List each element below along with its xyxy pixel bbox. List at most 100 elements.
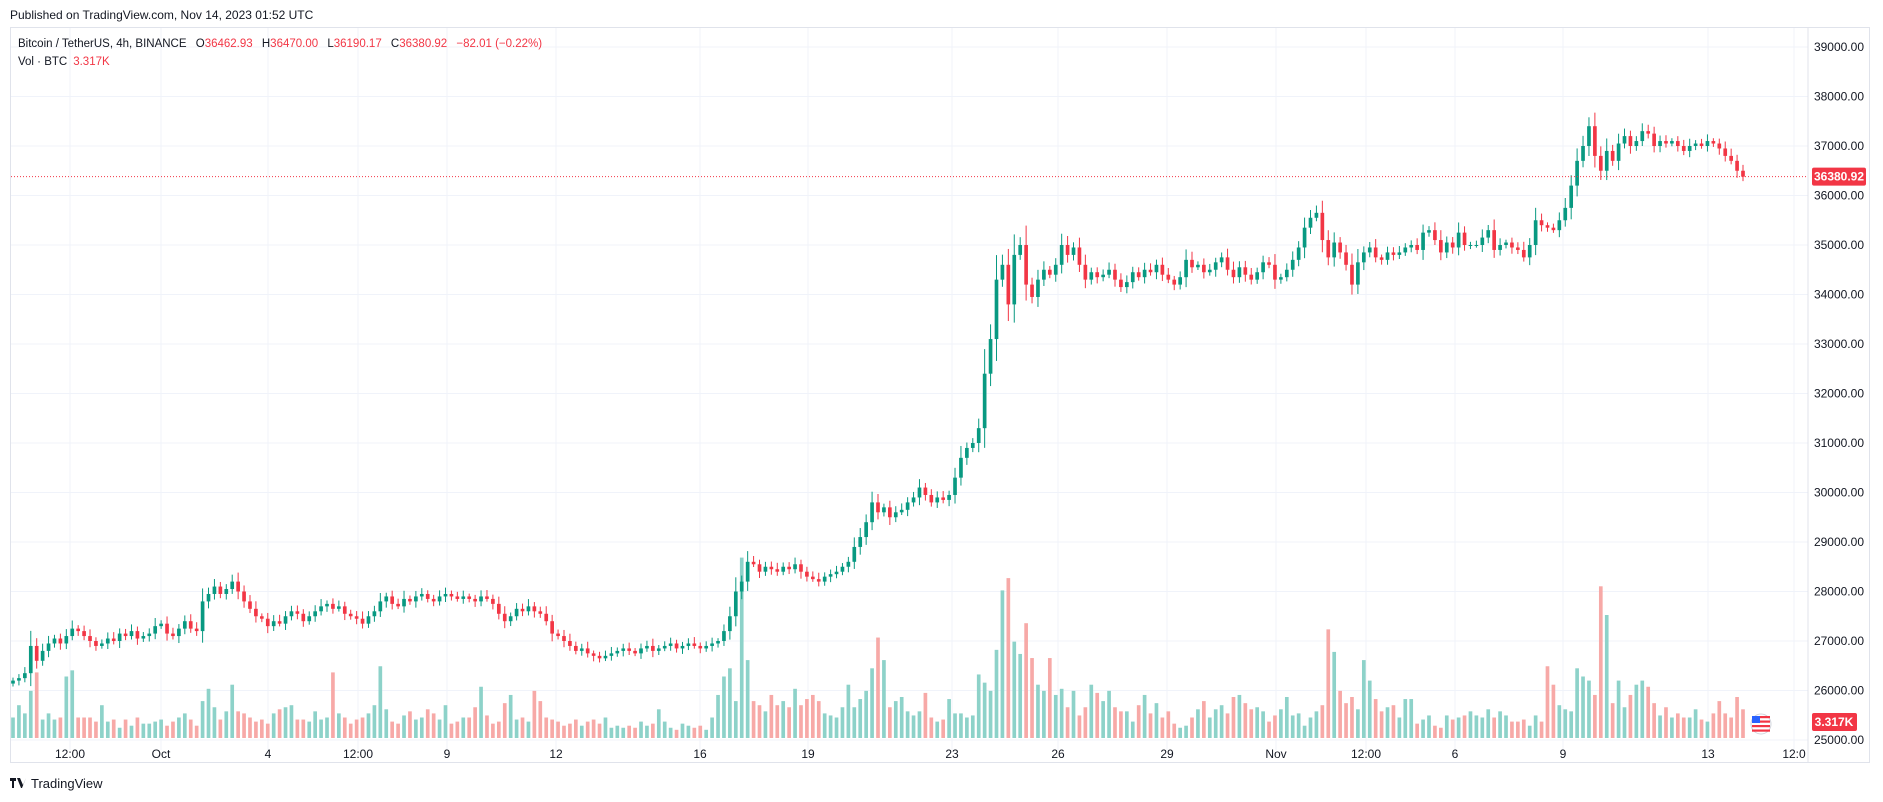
volume-bar [1628, 694, 1633, 738]
volume-bar [745, 660, 750, 738]
y-tick-label: 34000.00 [1814, 288, 1864, 302]
volume-bar [218, 719, 223, 738]
y-tick-label: 32000.00 [1814, 387, 1864, 401]
volume-bar [1581, 676, 1585, 738]
volume-bar [876, 637, 880, 738]
volume-bar [485, 715, 489, 738]
volume-bar [1356, 709, 1360, 738]
candle-body [129, 631, 134, 637]
candle-body [331, 603, 335, 609]
volume-bar [1290, 715, 1295, 738]
candle-body [704, 645, 709, 649]
candle-body [1172, 279, 1177, 285]
low-label: L [327, 38, 334, 50]
volume-bar [757, 705, 762, 738]
candle-body [212, 586, 217, 594]
volume-bar [1059, 688, 1064, 738]
volume-bar [82, 717, 86, 738]
candle-body [1444, 242, 1449, 253]
candle-body [1130, 272, 1135, 283]
volume-bar [301, 719, 306, 738]
volume-bar [639, 721, 643, 738]
volume-bar [828, 715, 833, 738]
candle-body [419, 593, 424, 597]
low-value: 36190.17 [333, 38, 382, 50]
y-tick-label: 29000.00 [1814, 535, 1864, 549]
volume-bar [319, 719, 323, 738]
candle-body [941, 497, 946, 500]
volume-bar [94, 721, 98, 738]
volume-bar [1385, 707, 1390, 738]
candle-body [627, 648, 632, 651]
candle-body [1166, 274, 1171, 280]
candle-body [1373, 247, 1378, 258]
candle-body [70, 628, 75, 637]
candle-body [502, 613, 507, 622]
volume-bar [153, 721, 158, 738]
volume-bar [1089, 684, 1094, 738]
candle-body [147, 633, 152, 637]
volume-bar [1113, 707, 1117, 738]
candle-body [64, 636, 69, 644]
candle-body [816, 579, 821, 582]
candle-body [751, 561, 756, 565]
volume-bar [342, 717, 347, 738]
candle-body [325, 603, 329, 607]
volume-bar [1699, 719, 1704, 738]
candle-body [1397, 252, 1402, 255]
candle-body [34, 645, 39, 661]
volume-bar [1598, 586, 1603, 738]
candle-body [23, 673, 27, 679]
x-tick-label: 13 [1701, 747, 1715, 761]
volume-bar [834, 717, 839, 738]
grid-lines [11, 28, 1808, 750]
candle-body [1273, 264, 1277, 280]
volume-bar [1196, 709, 1200, 738]
candle-body [615, 650, 620, 654]
candle-body [473, 598, 477, 602]
volume-bar [325, 717, 329, 738]
candle-body [834, 571, 839, 575]
volume-bar [1450, 719, 1455, 738]
candle-body [1320, 212, 1325, 241]
volume-bar [1213, 709, 1218, 738]
candle-body [905, 502, 910, 510]
candle-body [1030, 284, 1034, 297]
volume-bar [259, 719, 264, 738]
volume-bar [1225, 713, 1230, 738]
candle-body [911, 497, 916, 503]
candle-body [437, 596, 442, 602]
candle-body [1628, 136, 1633, 146]
volume-bar [562, 725, 566, 738]
volume-bar [574, 719, 578, 738]
candle-body [994, 279, 999, 340]
candle-body [348, 613, 353, 617]
candle-body [1504, 242, 1508, 245]
candle-body [1468, 245, 1473, 246]
candle-body [739, 581, 744, 592]
candle-body [1095, 272, 1100, 278]
candle-body [230, 581, 235, 590]
candle-body [763, 566, 768, 572]
volume-bar [1658, 715, 1662, 738]
volume-bar [1652, 703, 1656, 738]
volume-bar [1563, 709, 1568, 738]
candle-body [11, 680, 15, 684]
candle-body [1575, 160, 1579, 186]
volume-bar [1717, 701, 1722, 738]
candle-body [94, 641, 98, 646]
chart-frame[interactable] [10, 27, 1870, 763]
candle-body [864, 522, 868, 538]
candle-body [254, 608, 258, 617]
x-tick-label: 12 [549, 747, 563, 761]
volume-bar [716, 694, 720, 738]
volume-bar [1646, 686, 1651, 738]
y-tick-label: 31000.00 [1814, 436, 1864, 450]
candle-body [1510, 242, 1514, 248]
candle-body [1711, 141, 1716, 144]
candle-body [224, 589, 229, 594]
volume-bar [1237, 694, 1242, 738]
volume-bar [508, 694, 513, 738]
candle-body [1433, 230, 1437, 241]
